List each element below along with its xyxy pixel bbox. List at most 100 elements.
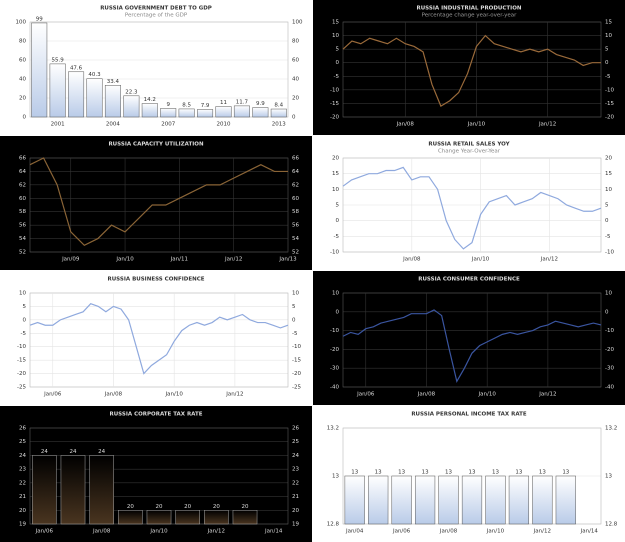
chart-panel: RUSSIA CAPACITY UTILIZATION 52 52 54 54 56 56 5… [0, 136, 312, 270]
y-tick-label: -5 [334, 234, 340, 240]
bar [86, 78, 103, 118]
x-tick-label: Jan/13 [278, 257, 297, 263]
chart-panel: RUSSIA CONSUMER CONFIDENCE -40 -40 -30 -30 -2… [313, 271, 625, 405]
chart-panel: RUSSIA GOVERNMENT DEBT TO GDPPercentage … [0, 0, 312, 135]
y-tick-label: 10 [292, 291, 299, 297]
x-tick-label: Jan/04 [345, 529, 364, 535]
chart-title: RUSSIA CONSUMER CONFIDENCE [418, 277, 520, 283]
data-label: 55.9 [52, 57, 65, 63]
bar [175, 510, 200, 525]
y-tick-label: 56 [292, 223, 299, 229]
y-tick-label: 13 [332, 474, 339, 480]
y-tick-label: -15 [605, 101, 614, 107]
bar [555, 475, 576, 525]
y-tick-label: 20 [292, 508, 299, 514]
x-tick-label: Jan/08 [402, 257, 421, 263]
bar [215, 106, 232, 118]
data-label: 99 [36, 16, 43, 22]
y-tick-label: -5 [334, 74, 340, 80]
bar [146, 510, 172, 525]
y-tick-label: 10 [332, 33, 339, 39]
plot-frame [29, 292, 289, 388]
line-series [342, 309, 602, 383]
y-tick-label: 20 [19, 508, 26, 514]
panel-background [313, 136, 625, 270]
y-tick-label: 20 [332, 156, 339, 162]
y-tick-label: 20 [19, 96, 26, 102]
chart-panel: RUSSIA BUSINESS CONFIDENCE -25 -25 -20 -20 -1… [0, 271, 312, 405]
x-tick-label: Jan/12 [207, 529, 225, 535]
y-tick-label: 20 [292, 96, 299, 102]
chart-panel: RUSSIA PERSONAL INCOME TAX RATE 12.8 12.8 1… [313, 406, 625, 542]
x-tick-label: Jan/10 [471, 257, 490, 263]
y-tick-label: 0 [605, 218, 609, 224]
data-label: 13 [515, 470, 522, 476]
x-tick-label: Jan/08 [104, 392, 123, 398]
chart-title: RUSSIA BUSINESS CONFIDENCE [107, 277, 204, 283]
y-tick-label: 5 [605, 47, 609, 53]
y-tick-label: -10 [605, 87, 614, 93]
data-label: 20 [184, 504, 191, 510]
data-label: 13 [445, 470, 452, 476]
y-tick-label: 12.8 [605, 522, 618, 528]
x-tick-label: Jan/14 [264, 529, 283, 535]
y-tick-label: 60 [19, 58, 26, 64]
x-tick-label: Jan/12 [225, 392, 243, 398]
chart-title: RUSSIA PERSONAL INCOME TAX RATE [411, 412, 527, 418]
plot-frame [342, 292, 602, 388]
data-label: 9 [166, 102, 170, 108]
y-tick-label: -30 [330, 366, 339, 372]
y-tick-label: 60 [292, 196, 299, 202]
y-tick-label: 10 [605, 33, 612, 39]
bar [60, 455, 86, 525]
y-tick-label: 5 [336, 203, 340, 209]
bar [32, 455, 57, 525]
data-label: 14.2 [144, 97, 156, 103]
bar [438, 475, 459, 525]
plot-frame [29, 21, 289, 118]
y-tick-label: -20 [605, 347, 614, 353]
y-tick-label: 5 [336, 47, 340, 53]
bar [178, 108, 195, 118]
line-series [29, 303, 289, 375]
y-tick-label: 58 [292, 209, 299, 215]
bar [49, 63, 66, 118]
y-tick-label: 62 [19, 182, 26, 188]
y-tick-label: -5 [605, 234, 611, 240]
y-tick-label: 62 [292, 182, 299, 188]
x-tick-label: 2007 [161, 122, 175, 128]
x-tick-label: Jan/10 [165, 392, 184, 398]
x-tick-label: Jan/10 [478, 392, 497, 398]
data-label: 13 [469, 470, 476, 476]
data-label: 13 [539, 470, 546, 476]
bar [160, 108, 177, 118]
y-tick-label: -10 [17, 344, 26, 350]
chart-title: RUSSIA CORPORATE TAX RATE [109, 412, 202, 418]
y-tick-label: -10 [605, 250, 614, 256]
chart-subtitle: Percentage change year-over-year [422, 13, 517, 19]
y-tick-label: 40 [292, 77, 299, 83]
x-tick-label: Jan/12 [540, 257, 558, 263]
panel-background [0, 136, 312, 270]
bar [508, 475, 530, 525]
x-tick-label: 2001 [51, 122, 65, 128]
y-tick-label: 22 [19, 480, 26, 486]
bar [31, 22, 48, 118]
bar [414, 475, 436, 525]
data-label: 24 [70, 449, 77, 455]
y-tick-label: 52 [19, 250, 26, 256]
chart-subtitle: Change Year-Over-Year [438, 149, 501, 155]
x-tick-label: Jan/10 [467, 122, 486, 128]
y-tick-label: -40 [330, 385, 339, 391]
y-tick-label: -25 [17, 385, 26, 391]
x-tick-label: Jan/08 [92, 529, 111, 535]
y-tick-label: 80 [19, 39, 26, 45]
y-tick-label: -15 [330, 101, 339, 107]
chart-subtitle: Percentage of the GDP [125, 13, 188, 19]
x-tick-label: Jan/10 [115, 257, 134, 263]
y-tick-label: 54 [19, 236, 26, 242]
panel-background [0, 271, 312, 405]
data-label: 40.3 [88, 72, 101, 78]
